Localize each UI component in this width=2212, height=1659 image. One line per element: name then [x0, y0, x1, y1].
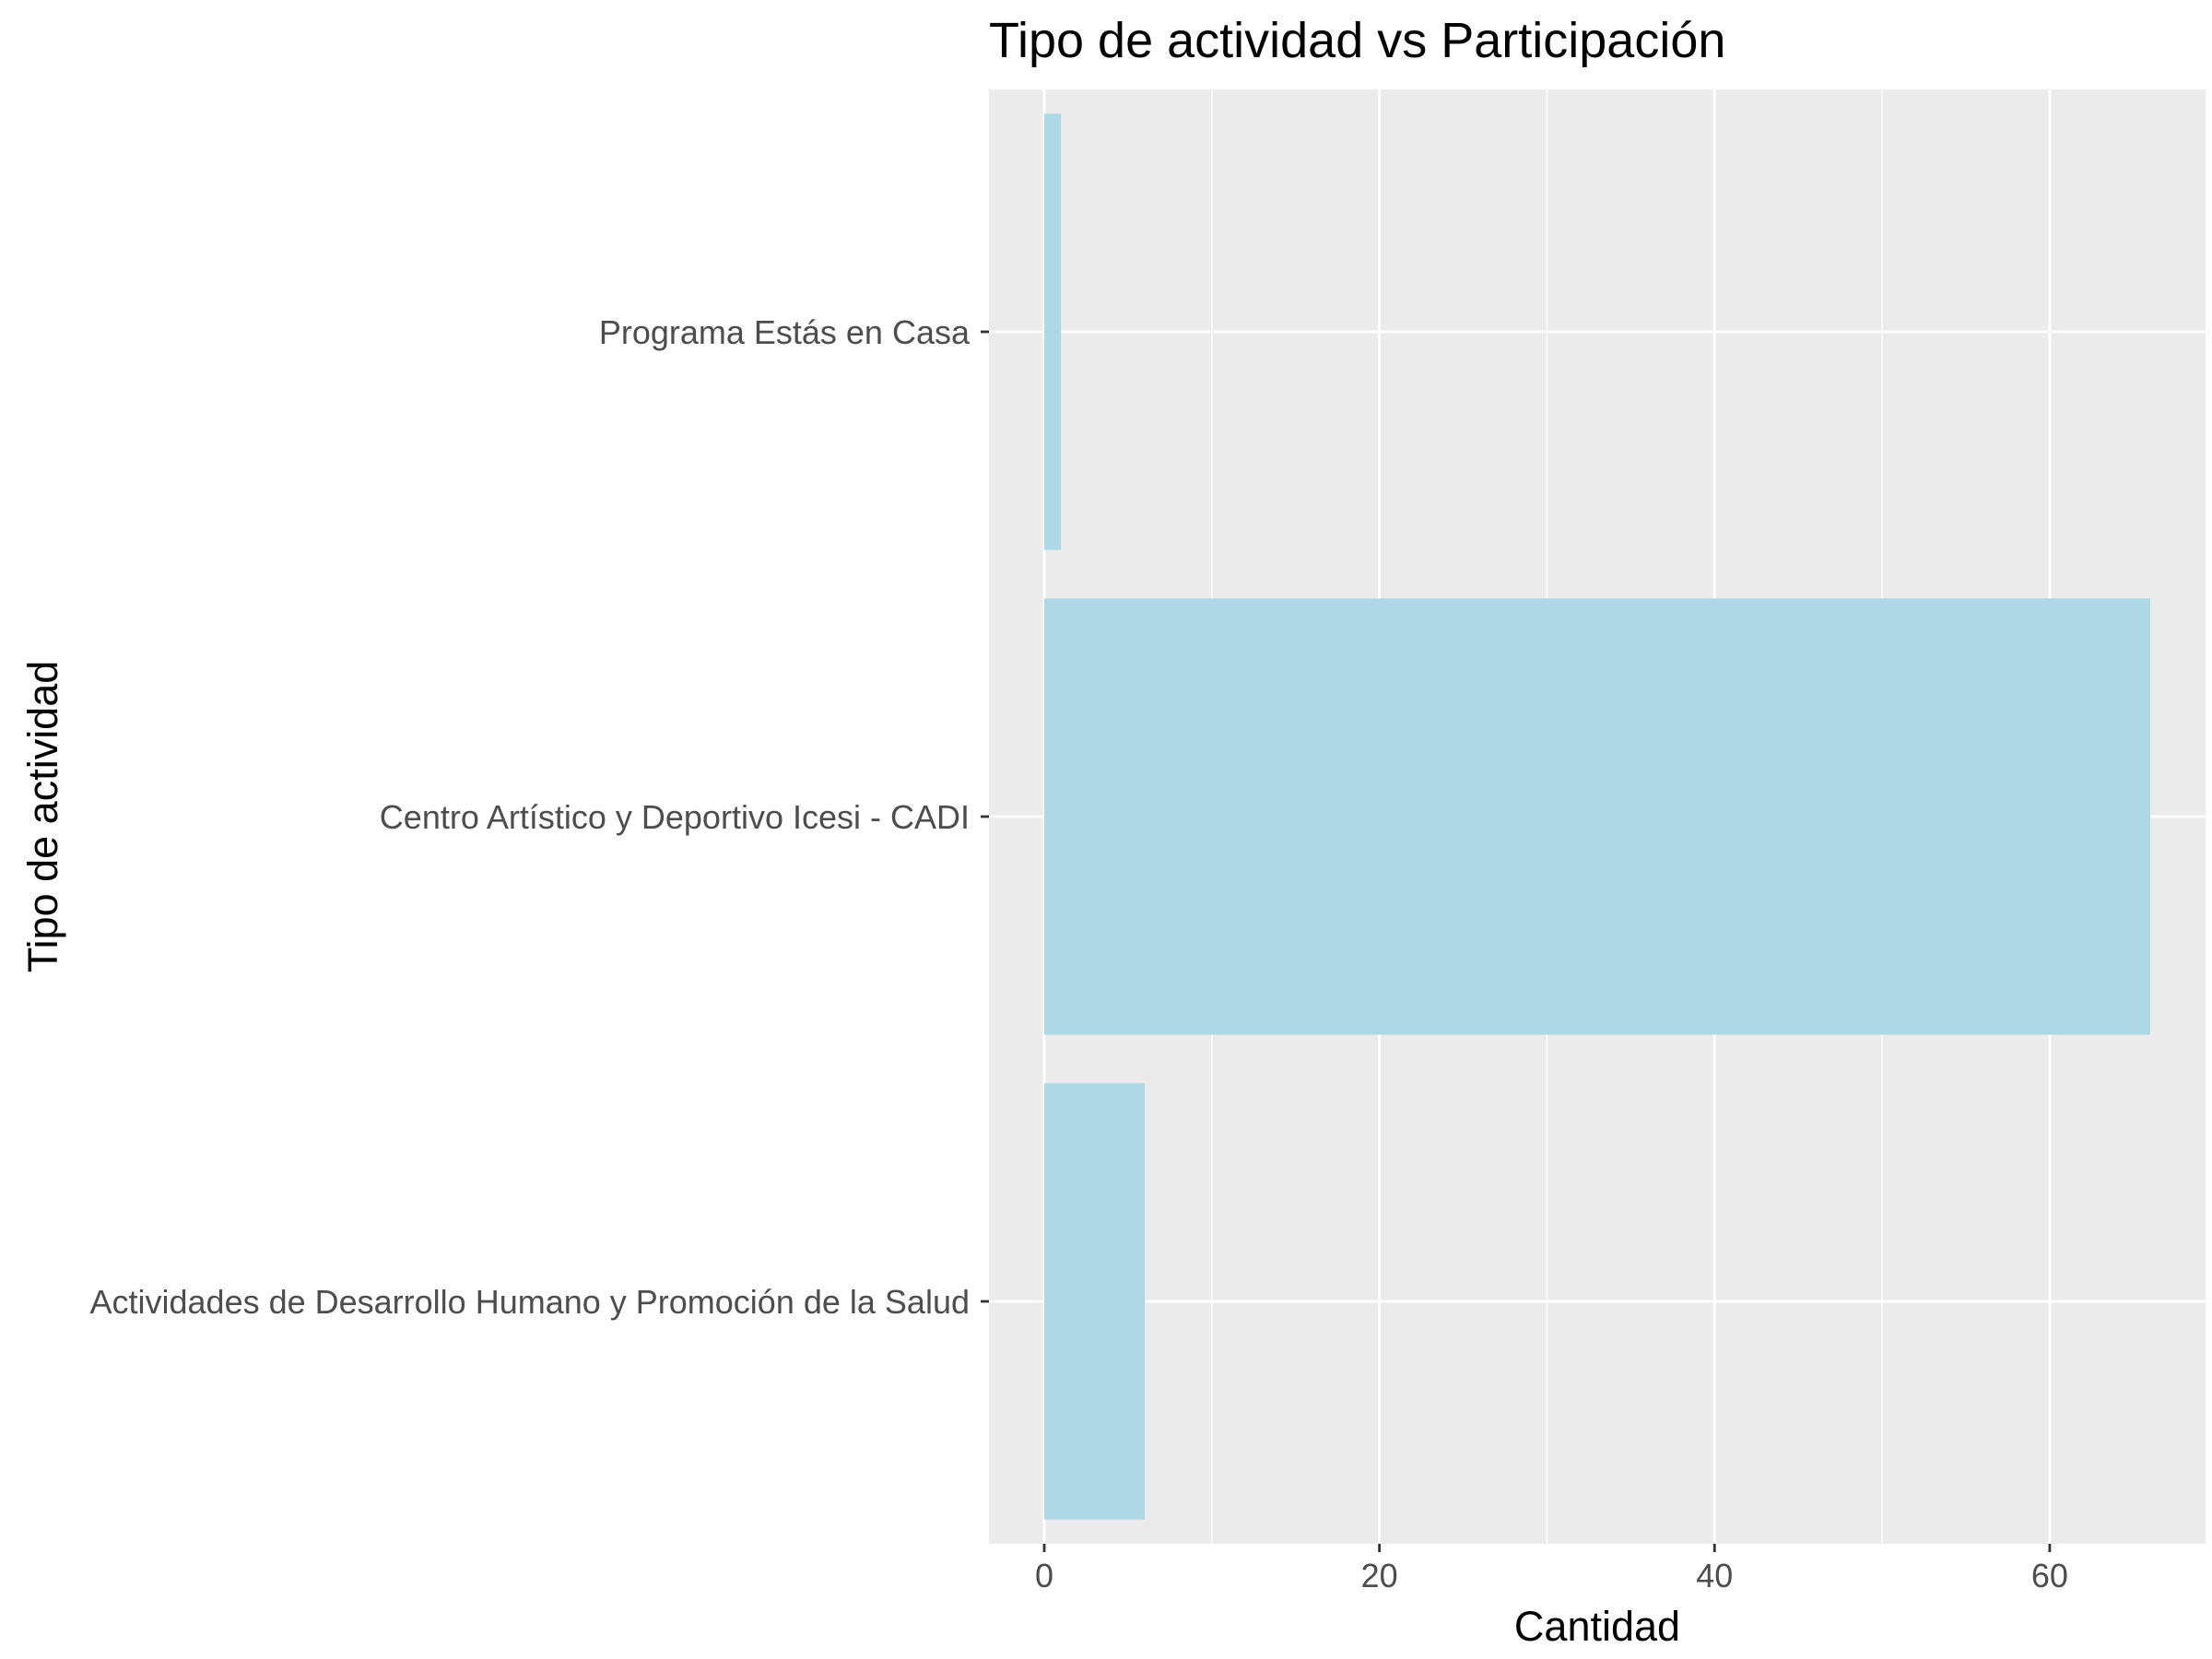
x-tick-label: 0: [1035, 1557, 1053, 1594]
x-axis-title: Cantidad: [1514, 1603, 1680, 1650]
bar: [1044, 113, 1062, 550]
x-axis: 0 20 40 60: [1035, 1544, 2068, 1594]
y-axis: Actividades de Desarrollo Humano y Promo…: [90, 313, 989, 1321]
chart-title: Tipo de actividad vs Participación: [989, 13, 1725, 68]
x-tick-label: 60: [2031, 1557, 2068, 1594]
y-axis-title: Tipo de actividad: [19, 661, 66, 973]
bar: [1044, 1083, 1146, 1520]
x-tick-label: 20: [1361, 1557, 1398, 1594]
x-tick-label: 40: [1696, 1557, 1733, 1594]
bar: [1044, 598, 2150, 1035]
y-tick-label: Centro Artístico y Deportivo Icesi - CAD…: [380, 798, 970, 836]
y-tick-label: Actividades de Desarrollo Humano y Promo…: [90, 1283, 971, 1321]
y-tick-label: Programa Estás en Casa: [599, 313, 971, 351]
bars: [1044, 113, 2150, 1520]
